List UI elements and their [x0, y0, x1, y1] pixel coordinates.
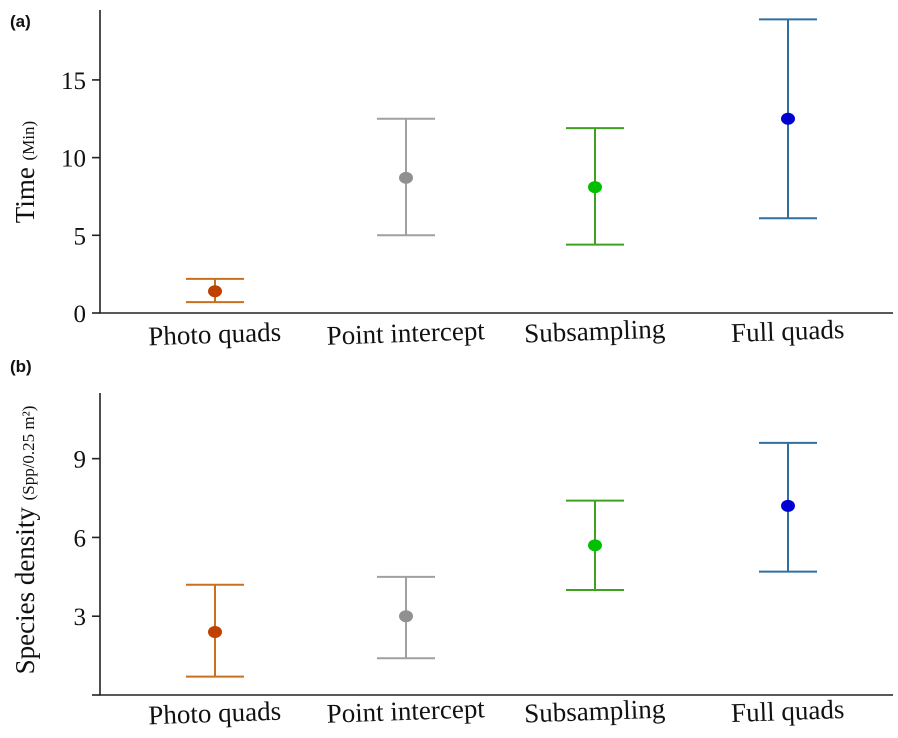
y-axis-title: Species density (Spp/0.25 m²) — [10, 406, 40, 675]
y-axis-title-unit: (Spp/0.25 m²) — [19, 406, 38, 501]
x-category-label: Photo quads — [148, 696, 282, 731]
x-category-label: Full quads — [731, 314, 845, 348]
axis-lines — [99, 393, 893, 696]
mean-point — [588, 539, 602, 552]
mean-point — [208, 625, 222, 638]
y-axis-title-main: Time — [10, 160, 40, 223]
y-tick-label: 5 — [74, 223, 87, 250]
x-category-label: Subsampling — [524, 694, 666, 729]
y-tick-label: 9 — [74, 447, 87, 474]
panel-b: (b) 3 6 9 Species density (Spp/0.25 m²) Photo… — [10, 357, 893, 730]
y-tick-label: 6 — [74, 525, 87, 552]
panel-a: (a) 0 5 10 15 Time (Min) Photo quads Point inte… — [10, 10, 893, 351]
mean-point — [781, 112, 795, 125]
mean-point — [781, 499, 795, 512]
x-category-label: Point intercept — [326, 315, 486, 351]
y-axis-title-main: Species density — [10, 500, 40, 674]
axis-lines — [99, 10, 893, 314]
mean-point — [588, 181, 602, 194]
mean-point — [399, 171, 413, 184]
mean-point — [208, 285, 222, 298]
panel-label: (a) — [10, 12, 31, 31]
x-category-label: Point intercept — [326, 693, 486, 729]
x-category-label: Full quads — [731, 694, 845, 728]
panel-label: (b) — [10, 357, 32, 376]
y-tick-label: 15 — [61, 68, 86, 95]
x-category-label: Subsampling — [524, 314, 666, 349]
x-category-label: Photo quads — [148, 317, 282, 352]
mean-point — [399, 610, 413, 623]
y-tick-label: 0 — [74, 301, 87, 328]
y-tick-label: 3 — [74, 604, 87, 631]
y-tick-label: 10 — [61, 146, 86, 173]
y-axis-title: Time (Min) — [10, 121, 40, 223]
y-axis-title-unit: (Min) — [19, 121, 38, 161]
